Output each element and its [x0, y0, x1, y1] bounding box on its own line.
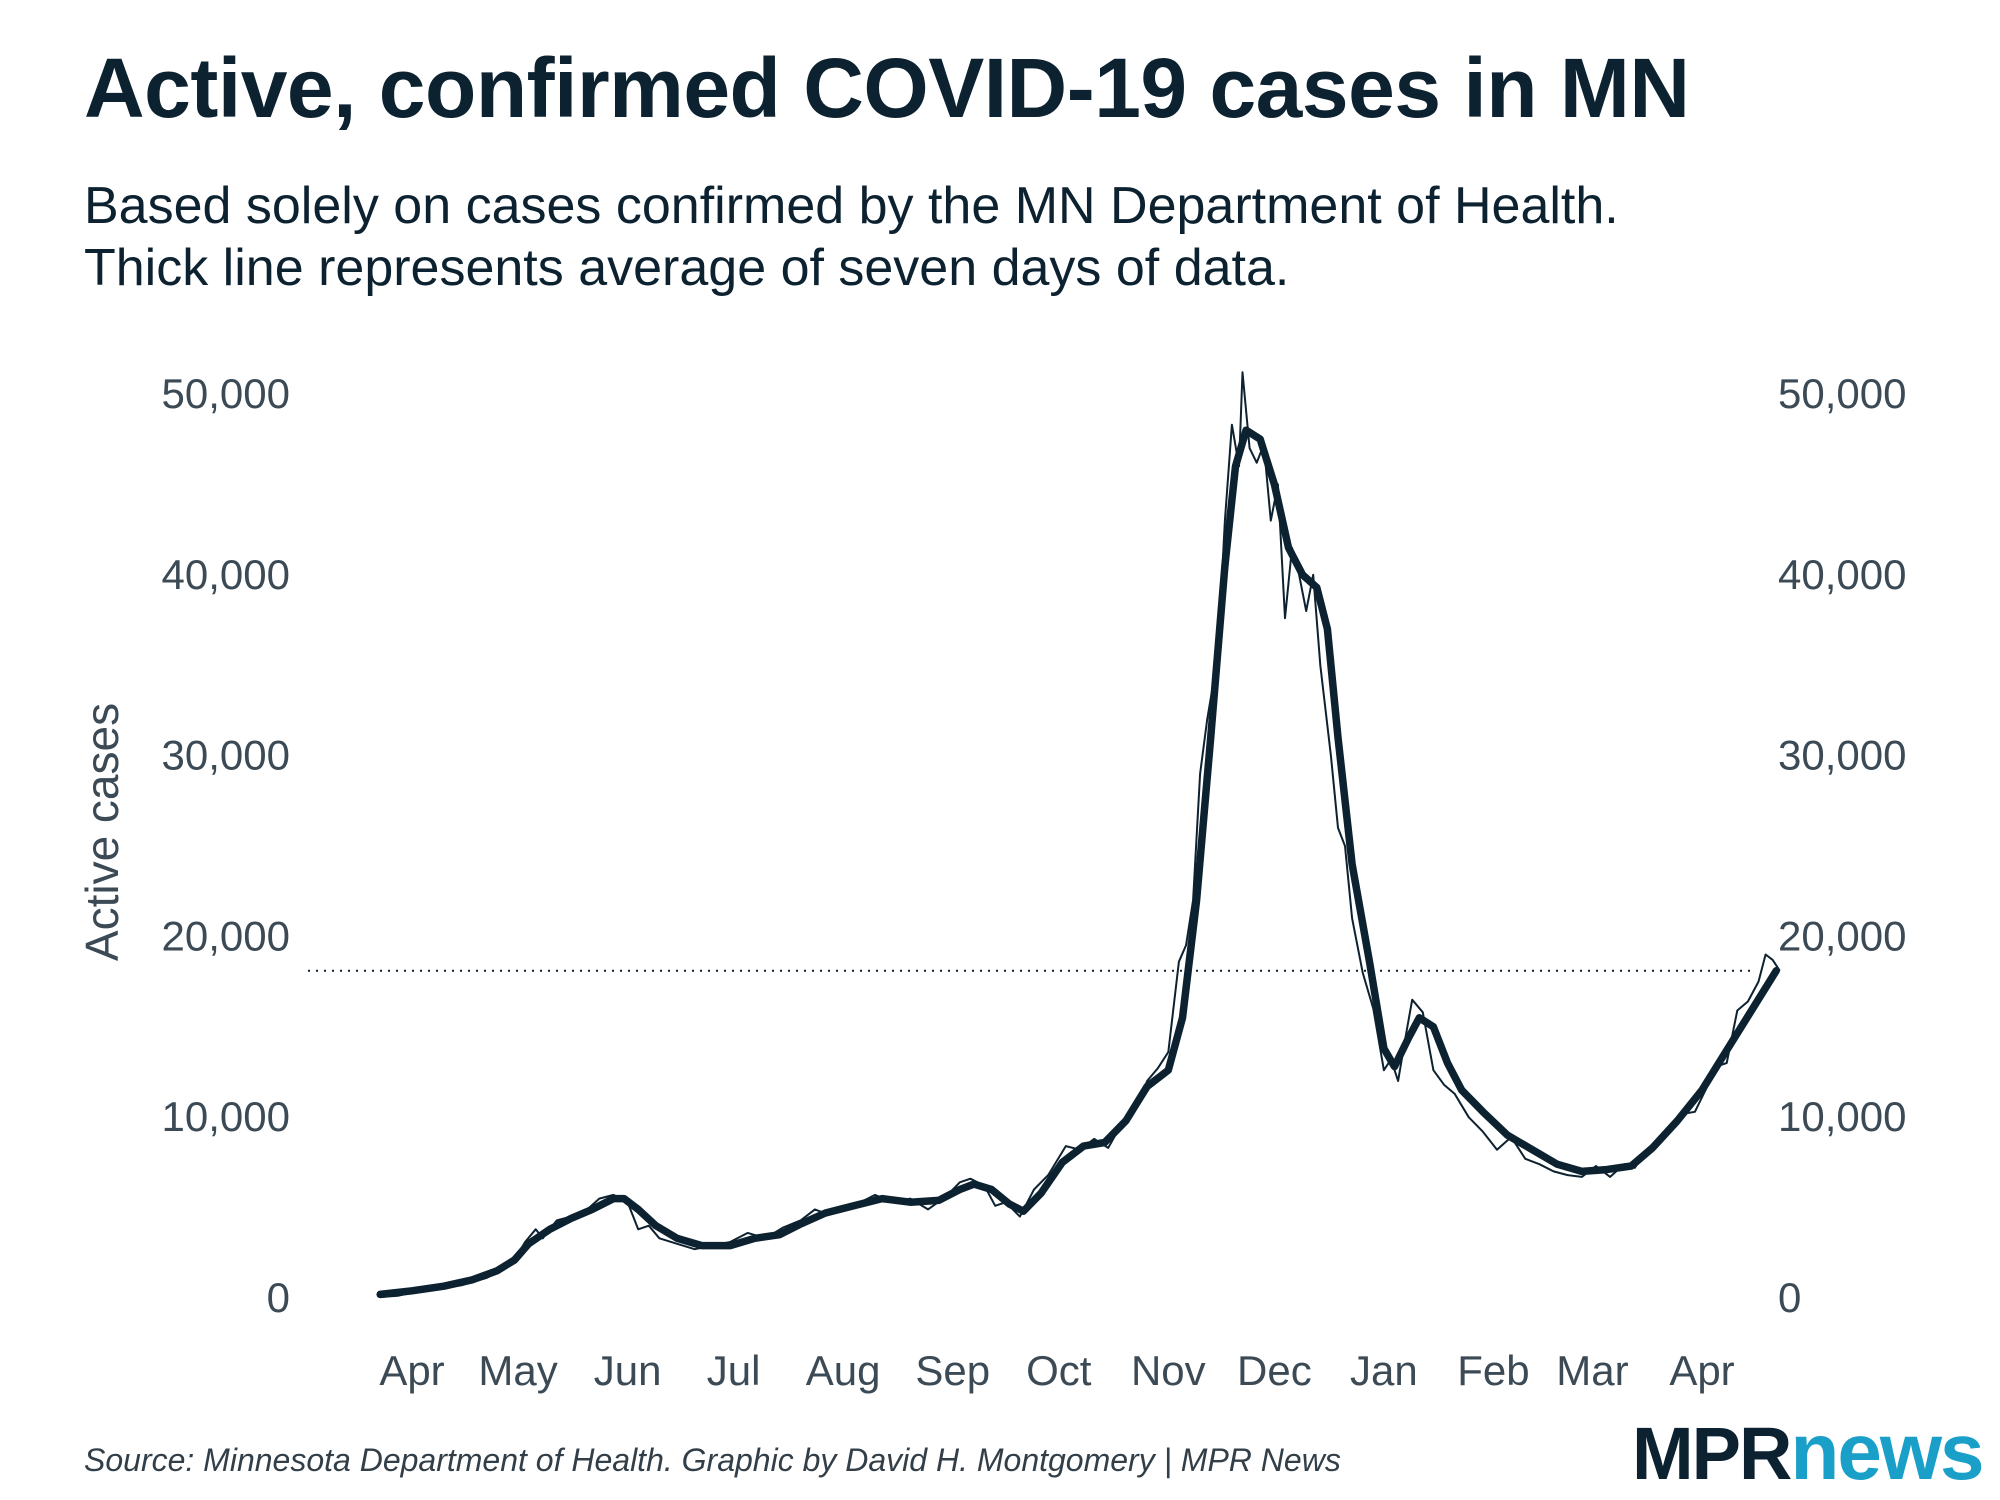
source-note: Source: Minnesota Department of Health. … [84, 1442, 1341, 1478]
x-tick-5: Sep [915, 1347, 990, 1394]
x-tick-11: Mar [1556, 1347, 1628, 1394]
y-tick-right-3: 30,000 [1778, 732, 1906, 779]
x-tick-7: Nov [1131, 1347, 1206, 1394]
y-tick-right-1: 10,000 [1778, 1093, 1906, 1140]
x-axis: Apr May Jun Jul Aug Sep Oct Nov Dec Jan Feb Mar Apr [379, 1347, 1734, 1394]
x-tick-1: May [478, 1347, 557, 1394]
y-axis-left: 0 10,000 20,000 30,000 40,000 50,000 [162, 370, 290, 1321]
x-tick-12: Apr [1669, 1347, 1734, 1394]
x-tick-4: Aug [806, 1347, 881, 1394]
y-tick-right-0: 0 [1778, 1274, 1801, 1321]
series-line-thin [380, 371, 1781, 1299]
y-tick-left-2: 20,000 [162, 912, 290, 959]
series-line-thick [376, 426, 1780, 1299]
x-tick-6: Oct [1026, 1347, 1092, 1394]
x-tick-8: Dec [1237, 1347, 1312, 1394]
chart-subtitle: Based solely on cases confirmed by the M… [84, 175, 1619, 299]
y-tick-left-3: 30,000 [162, 732, 290, 779]
subtitle-line-2: Thick line represents average of seven d… [84, 239, 1290, 297]
y-tick-right-5: 50,000 [1778, 370, 1906, 417]
chart-title: Active, confirmed COVID-19 cases in MN [84, 41, 1690, 135]
y-tick-left-0: 0 [267, 1274, 290, 1321]
x-tick-2: Jun [594, 1347, 662, 1394]
x-tick-3: Jul [707, 1347, 761, 1394]
y-tick-left-1: 10,000 [162, 1093, 290, 1140]
y-tick-right-4: 40,000 [1778, 551, 1906, 598]
logo-news: news [1790, 1407, 1984, 1496]
y-tick-right-2: 20,000 [1778, 912, 1906, 959]
subtitle-line-1: Based solely on cases confirmed by the M… [84, 177, 1619, 235]
x-tick-9: Jan [1350, 1347, 1418, 1394]
logo-mpr: MPR [1632, 1412, 1792, 1495]
y-tick-left-4: 40,000 [162, 551, 290, 598]
x-tick-0: Apr [379, 1347, 444, 1394]
y-tick-left-5: 50,000 [162, 370, 290, 417]
y-axis-title: Active cases [76, 703, 128, 961]
mpr-news-logo[interactable]: MPRnews [1632, 1412, 1985, 1495]
y-axis-right: 0 10,000 20,000 30,000 40,000 50,000 [1778, 370, 1906, 1321]
x-tick-10: Feb [1457, 1347, 1529, 1394]
